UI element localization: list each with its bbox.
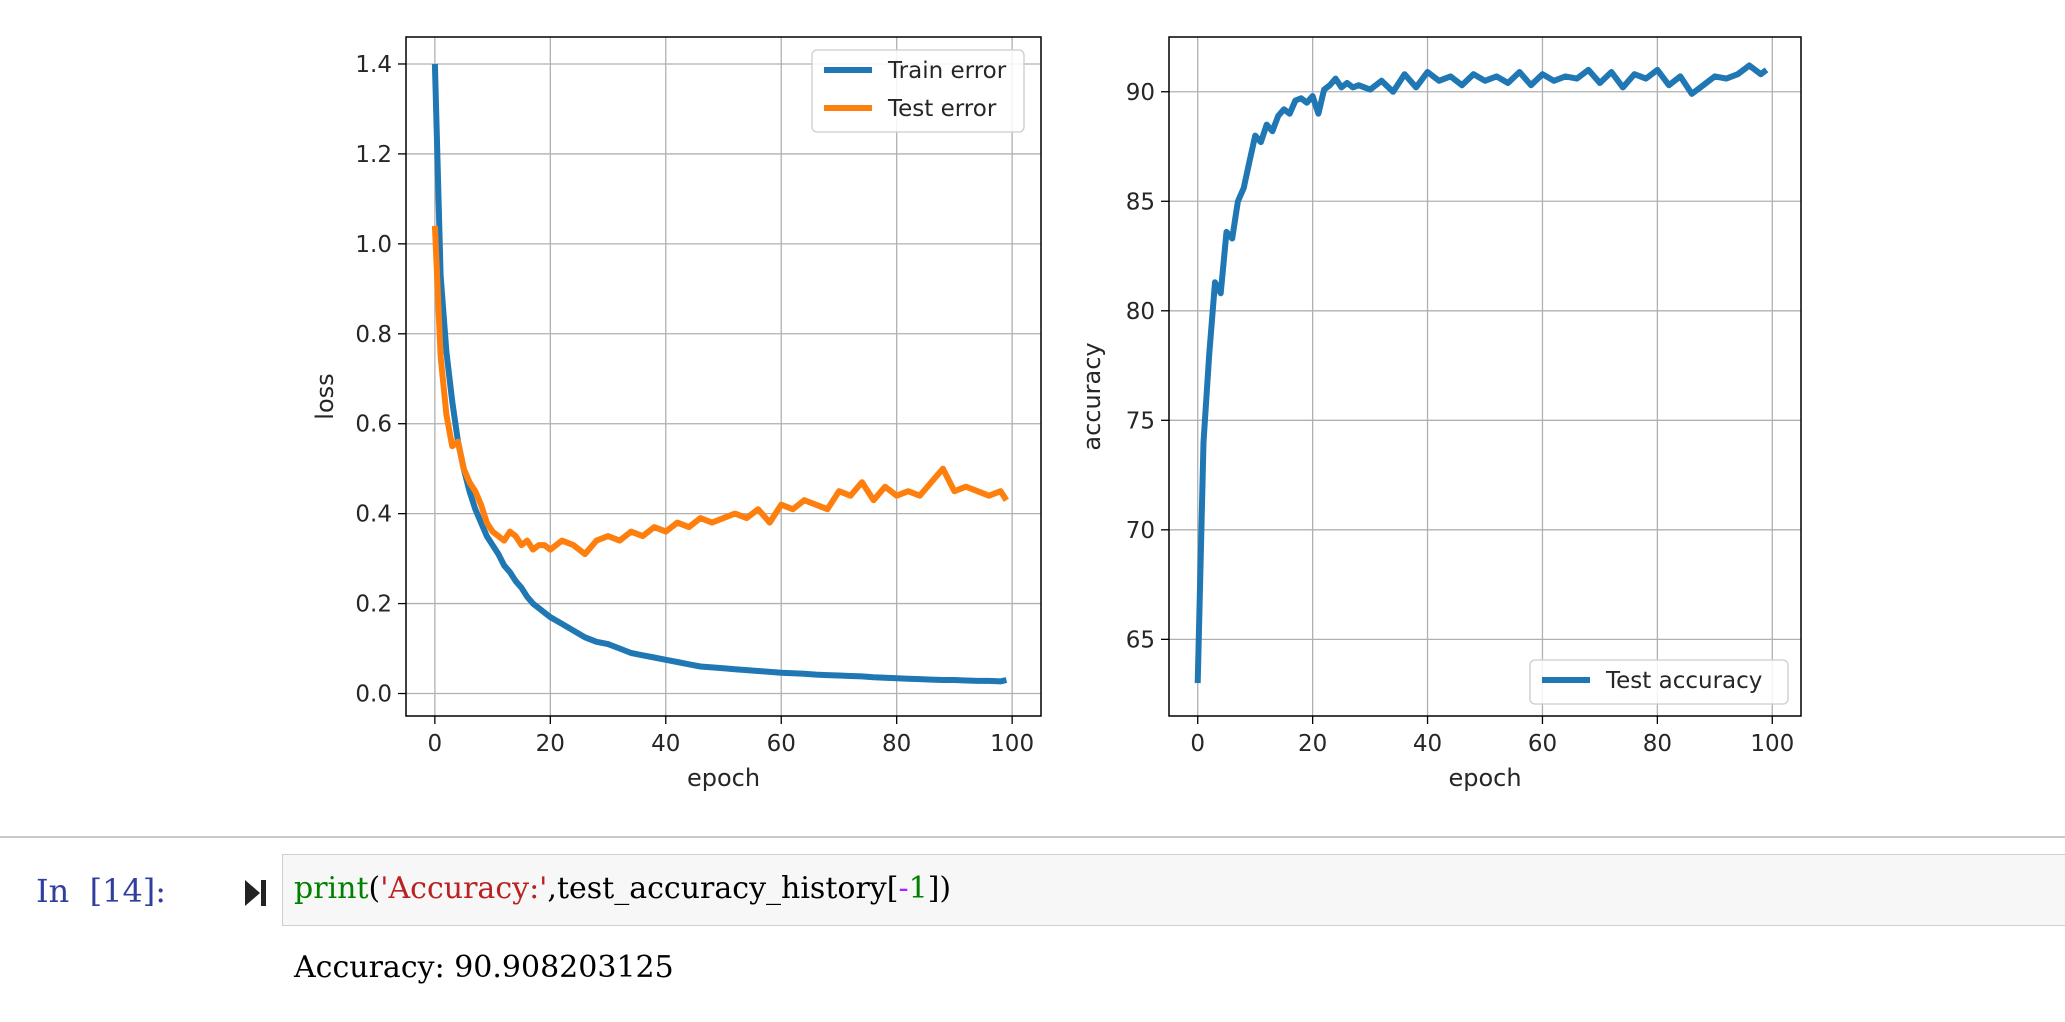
input-prompt: In [14]: <box>36 872 167 910</box>
cell-divider <box>0 836 2065 838</box>
series-line-test-error <box>431 225 1009 558</box>
y-tick-label: 0.8 <box>355 322 392 348</box>
x-tick-label: 80 <box>882 731 911 757</box>
code-minus-operator: - <box>898 871 909 906</box>
x-tick-label: 40 <box>651 731 680 757</box>
x-tick-label: 60 <box>767 731 796 757</box>
legend-entry: Train error <box>887 58 1007 84</box>
y-tick-label: 0.4 <box>355 502 392 528</box>
x-tick-label: 0 <box>428 731 443 757</box>
plot-frame <box>405 36 1042 717</box>
code-cell-input[interactable]: print('Accuracy:',test_accuracy_history[… <box>282 854 2065 926</box>
x-tick-label: 20 <box>536 731 565 757</box>
x-tick-label: 80 <box>1643 731 1672 757</box>
y-tick-label: 75 <box>1126 408 1155 434</box>
y-tick-label: 1.4 <box>355 52 392 78</box>
x-tick-label: 100 <box>1750 731 1794 757</box>
plot-frame <box>1168 36 1802 717</box>
output-figure: 0 20 40 60 80 100 0.0 0.2 0.4 0.6 0.8 1.0 1.2 1.4 epoc… <box>311 36 1802 792</box>
loss-chart: 0 20 40 60 80 100 0.0 0.2 0.4 0.6 0.8 1.0 1.2 1.4 epoc… <box>311 36 1042 792</box>
plot-area <box>406 37 1041 716</box>
series-line-train-error <box>431 63 1008 685</box>
y-tick-label: 0.2 <box>355 592 392 618</box>
x-tick-label: 20 <box>1298 731 1327 757</box>
accuracy-chart: 0 20 40 60 80 100 65 70 75 80 85 90 epoch accuracy Tes… <box>1078 36 1802 792</box>
series-line-test-accuracy <box>1194 62 1769 684</box>
y-axis-label: accuracy <box>1078 342 1106 450</box>
x-tick-label: 0 <box>1190 731 1205 757</box>
code-open-bracket: [ <box>886 871 899 906</box>
y-axis-label: loss <box>311 373 339 419</box>
x-tick-label: 100 <box>990 731 1034 757</box>
code-string-literal: 'Accuracy:' <box>380 871 548 906</box>
run-cell-icon[interactable] <box>243 878 269 912</box>
y-tick-label: 80 <box>1126 299 1155 325</box>
y-tick-label: 85 <box>1126 189 1155 215</box>
y-tick-label: 0.6 <box>355 412 392 438</box>
x-axis-label: epoch <box>1448 764 1521 792</box>
y-tick-label: 0.0 <box>355 682 392 708</box>
code-close: ]) <box>927 871 952 906</box>
code-index-number: 1 <box>908 871 928 906</box>
y-tick-label: 90 <box>1126 80 1155 106</box>
y-tick-label: 70 <box>1126 518 1155 544</box>
legend: Test accuracy <box>1529 659 1789 705</box>
code-line[interactable]: print('Accuracy:',test_accuracy_history[… <box>294 871 951 906</box>
plot-area <box>1169 37 1801 716</box>
code-variable: test_accuracy_history <box>556 871 887 906</box>
y-tick-label: 1.0 <box>355 232 392 258</box>
legend-entry: Test error <box>887 96 997 122</box>
legend-box <box>1529 659 1789 705</box>
x-tick-label: 40 <box>1413 731 1442 757</box>
y-tick-label: 1.2 <box>355 142 392 168</box>
legend-entry: Test accuracy <box>1605 668 1762 694</box>
code-builtin-print: print <box>294 871 369 906</box>
x-axis-label: epoch <box>687 764 760 792</box>
code-comma: , <box>547 871 557 906</box>
legend: Train error Test error <box>811 49 1025 133</box>
code-open-paren: ( <box>368 871 381 906</box>
x-tick-label: 60 <box>1528 731 1557 757</box>
y-tick-label: 65 <box>1126 627 1155 653</box>
cell-output-text: Accuracy: 90.908203125 <box>294 950 674 985</box>
